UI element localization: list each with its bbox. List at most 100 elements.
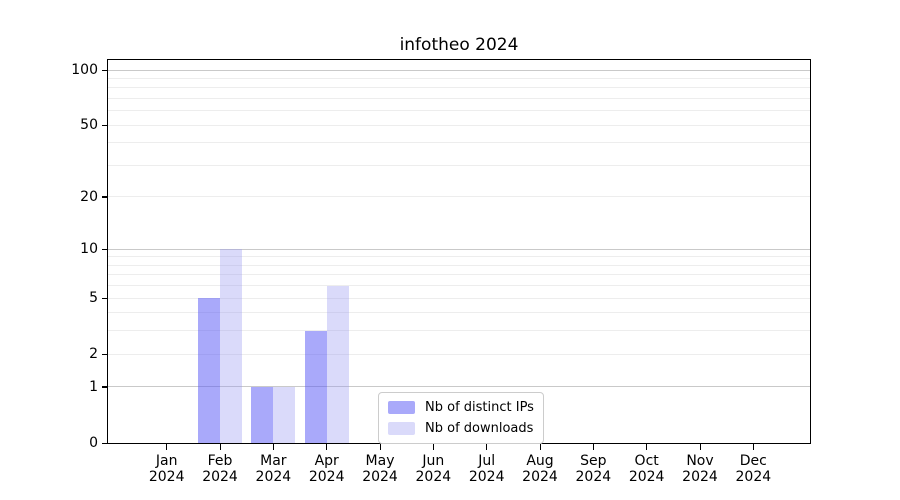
x-tickmark-dec [752,444,755,450]
x-tick-label-line: 2024 [362,469,398,485]
gridline-minor-4 [108,312,810,314]
bar-apr-downloads [326,285,349,443]
x-tick-label-line: 2024 [148,469,185,485]
x-tick-label-line: 2024 [468,469,505,485]
gridline-minor-50 [108,124,810,126]
legend-swatch-downloads [388,422,415,435]
x-tickmark-oct [646,444,648,450]
gridline-minor-2 [108,353,810,355]
x-tick-label-line: Oct [634,453,659,469]
x-tick-label-line: 2024 [575,469,612,485]
y-tickmark-20 [102,196,108,198]
y-tickmark-1 [102,386,108,388]
legend-swatch-distinct-ips [388,401,415,414]
x-tick-label-line: 2024 [202,469,238,485]
x-tick-label-apr: Apr 2024 [287,453,367,485]
y-tick-label-10: 10 [80,241,98,258]
x-tick-label-dec: Dec 2024 [713,453,793,485]
gridline-minor-5 [108,297,810,299]
y-tick-label-20: 20 [80,188,98,205]
gridline-minor-9 [108,256,810,258]
y-tickmark-2 [102,353,108,355]
x-tick-label-line: Aug [526,453,554,469]
x-tickmark-jun [432,444,435,450]
gridline-minor-8 [108,264,810,266]
bar-feb-downloads [220,249,243,443]
gridline-minor-30 [108,164,810,166]
x-tickmark-mar [272,444,275,450]
y-tickmark-10 [102,248,108,250]
x-tick-label-line: Dec [739,453,767,469]
gridline-minor-40 [108,142,810,144]
x-tick-label-line: May [365,453,395,469]
x-tick-label-jul: Jul 2024 [447,453,527,485]
y-tick-label-2: 2 [89,346,98,363]
x-tick-label-jan: Jan 2024 [127,453,207,485]
y-tick-label-1: 1 [89,378,98,395]
x-tick-label-line: 2024 [682,469,718,485]
chart-title: infotheo 2024 [399,35,519,55]
x-tickmark-aug [539,444,541,450]
x-tick-label-line: Sep [580,453,607,469]
x-tick-label-line: 2024 [522,469,558,485]
gridline-major-1 [108,386,810,388]
x-tick-label-line: Nov [686,453,714,469]
gridline-minor-20 [108,196,810,198]
gridline-minor-3 [108,330,810,332]
gridline-minor-7 [108,274,810,276]
legend: Nb of distinct IPs Nb of downloads [378,392,544,444]
y-tick-label-0: 0 [89,435,98,451]
x-tick-label-oct: Oct 2024 [607,453,687,485]
x-tickmark-nov [699,444,701,450]
x-tick-label-line: Jun [422,453,445,469]
x-tick-label-line: 2024 [415,469,452,485]
gridline-minor-90 [108,77,810,79]
y-tick-label-5: 5 [89,290,98,307]
x-tick-label-aug: Aug 2024 [500,453,580,485]
bar-mar-ips [251,386,274,443]
x-tickmark-may [379,444,381,450]
x-tickmark-feb [219,444,221,450]
x-tick-label-line: 2024 [308,469,345,485]
x-tick-label-line: 2024 [255,469,292,485]
bar-apr-ips [304,330,327,443]
x-tick-label-line: Mar [260,453,287,469]
gridline-minor-6 [108,285,810,287]
x-tick-label-line: 2024 [628,469,665,485]
legend-label-downloads: Nb of downloads [425,421,534,436]
y-tickmark-0 [102,442,108,444]
legend-item-downloads: Nb of downloads [388,420,534,437]
x-tickmark-apr [326,444,328,450]
bar-mar-downloads [273,386,296,443]
x-tick-label-sep: Sep 2024 [553,453,633,485]
y-tick-label-100: 100 [71,62,98,78]
legend-label-distinct-ips: Nb of distinct IPs [425,400,534,415]
gridline-minor-80 [108,87,810,89]
x-tick-label-line: Jan [155,453,178,469]
gridline-major-10 [108,248,810,250]
x-tickmark-jul [486,444,488,450]
gridline-minor-70 [108,97,810,99]
x-tick-label-mar: Mar 2024 [233,453,313,485]
x-tick-label-line: 2024 [735,469,772,485]
gridline-major-100 [108,69,810,71]
x-tick-label-nov: Nov 2024 [660,453,740,485]
x-tick-label-line: Apr [314,453,339,469]
x-tick-label-may: May 2024 [340,453,420,485]
y-tickmark-100 [102,69,108,71]
x-tick-label-line: Jul [478,453,496,469]
legend-item-distinct-ips: Nb of distinct IPs [388,399,534,416]
gridline-minor-60 [108,110,810,112]
bar-feb-ips [198,298,221,443]
x-tick-label-jun: Jun 2024 [393,453,473,485]
x-tick-label-feb: Feb 2024 [180,453,260,485]
y-tickmark-50 [102,124,108,126]
x-tick-label-line: Feb [207,453,233,469]
x-tickmark-sep [592,444,595,450]
y-tickmark-5 [102,297,108,299]
x-tickmark-jan [166,444,168,450]
